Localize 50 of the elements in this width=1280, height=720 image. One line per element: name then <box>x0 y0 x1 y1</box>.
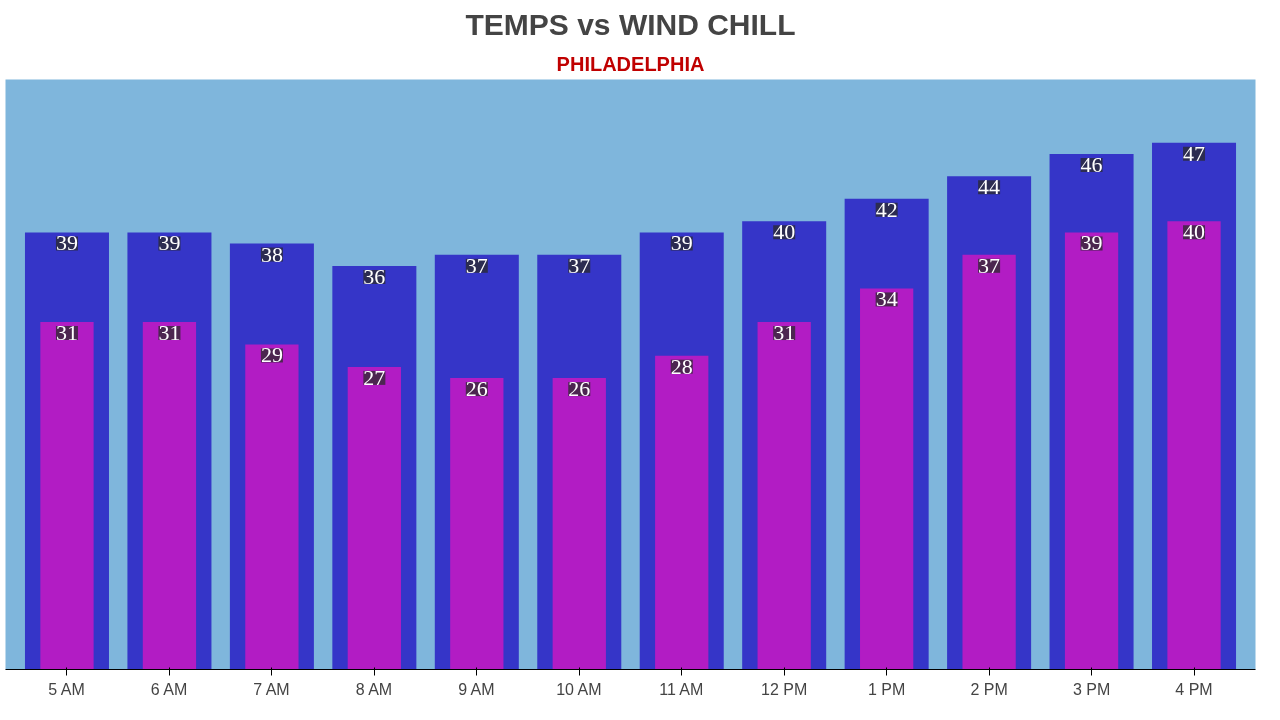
x-tick-label: 12 PM <box>761 680 808 698</box>
data-label: 37 <box>978 252 1001 278</box>
x-tick-label: 3 PM <box>1072 680 1111 698</box>
data-label: 39 <box>158 230 181 256</box>
bar <box>860 288 914 670</box>
bar <box>245 344 299 670</box>
data-label: 27 <box>363 364 386 390</box>
bar <box>552 378 606 670</box>
data-label: 26 <box>568 376 591 402</box>
data-label: 40 <box>1183 219 1206 245</box>
chart-subtitle: PHILADELPHIA <box>556 52 705 75</box>
x-tick-label: 5 AM <box>48 680 85 698</box>
x-tick-label: 10 AM <box>556 680 602 698</box>
data-label: 47 <box>1183 140 1206 166</box>
data-label: 34 <box>875 286 898 312</box>
data-label: 39 <box>670 230 693 256</box>
data-label: 31 <box>158 320 181 346</box>
chart-title: TEMPS vs WIND CHILL <box>465 7 796 41</box>
data-label: 36 <box>363 264 386 289</box>
data-label: 39 <box>55 230 78 256</box>
bar <box>40 322 94 670</box>
x-tick-label: 9 AM <box>458 680 495 698</box>
x-tick-label: 4 PM <box>1175 680 1213 698</box>
data-label: 29 <box>260 342 283 368</box>
data-label: 31 <box>55 320 78 346</box>
bar <box>962 254 1016 670</box>
data-label: 40 <box>773 219 796 245</box>
data-label: 42 <box>875 196 898 222</box>
bar <box>655 355 709 670</box>
x-tick-label: 7 AM <box>253 680 290 698</box>
data-label: 26 <box>465 376 488 402</box>
x-tick-label: 8 AM <box>355 680 393 698</box>
data-label: 46 <box>1080 151 1103 177</box>
data-label: 38 <box>260 241 283 267</box>
x-tick-label: 6 AM <box>150 680 188 698</box>
bar <box>1064 232 1119 670</box>
bar <box>757 322 811 670</box>
x-tick-label: 2 PM <box>970 680 1008 698</box>
data-label: 37 <box>465 252 488 278</box>
x-tick-label: 1 PM <box>867 680 906 698</box>
bar <box>142 322 197 670</box>
bar <box>1167 221 1221 670</box>
data-label: 28 <box>670 353 693 379</box>
bar <box>347 366 401 670</box>
bar <box>450 378 504 670</box>
data-label: 31 <box>773 320 796 346</box>
data-label: 37 <box>568 252 591 278</box>
data-label: 44 <box>978 174 1001 200</box>
x-tick-label: 11 AM <box>659 680 704 698</box>
data-label: 39 <box>1080 230 1103 256</box>
